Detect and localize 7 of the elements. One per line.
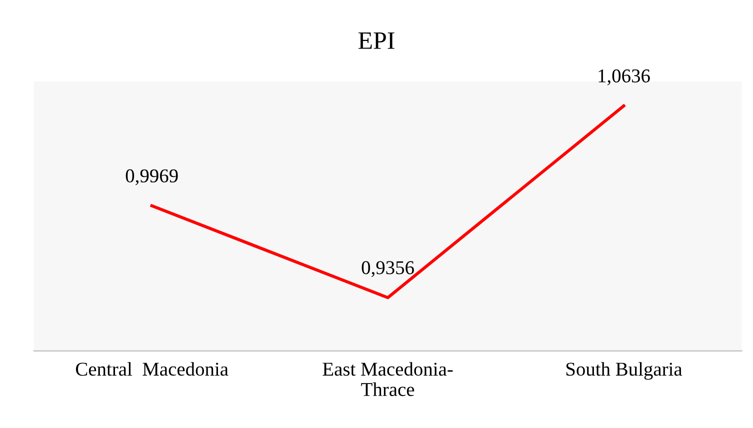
chart-title: EPI bbox=[358, 32, 394, 49]
data-label: 0,9969 bbox=[126, 169, 178, 186]
x-tick-label: Central Macedonia bbox=[76, 362, 228, 376]
data-label: 0,9356 bbox=[362, 261, 414, 278]
x-tick-label: East Macedonia- Thrace bbox=[322, 362, 453, 396]
data-label: 1,0636 bbox=[598, 69, 650, 86]
x-tick-label: South Bulgaria bbox=[566, 362, 682, 380]
